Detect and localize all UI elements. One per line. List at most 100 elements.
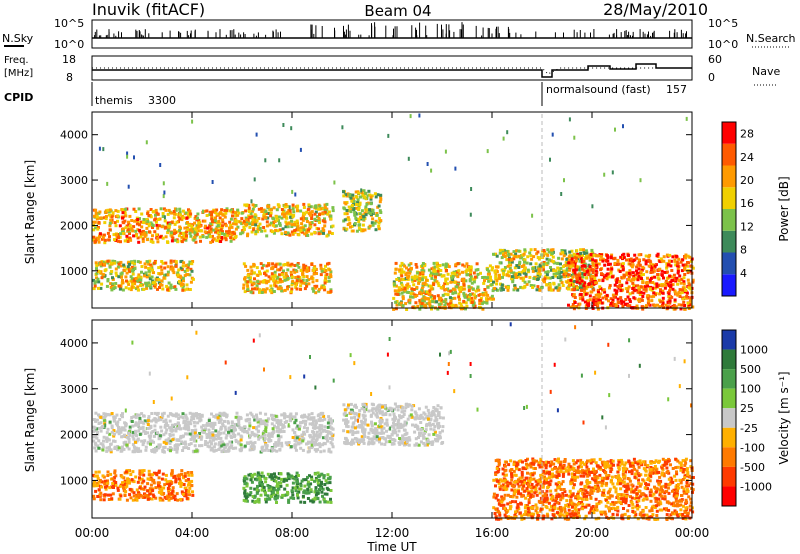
echo-cell: [425, 424, 428, 428]
echo-cell: [145, 260, 149, 264]
echo-cell: [148, 259, 152, 263]
echo-cell: [548, 283, 552, 286]
echo-cell: [291, 279, 295, 283]
echo-cell: [231, 425, 235, 429]
echo-cell: [443, 304, 447, 308]
echo-cell: [290, 262, 294, 266]
echo-cell: [184, 413, 188, 417]
echo-cell: [451, 278, 454, 282]
echo-cell: [574, 259, 578, 263]
echo-cell: [513, 266, 517, 270]
echo-cell: [518, 272, 522, 276]
echo-cell: [100, 237, 104, 241]
echo-cell: [631, 291, 635, 295]
echo-cell: [500, 256, 504, 260]
echo-cell: [592, 298, 596, 302]
echo-cell: [365, 202, 369, 206]
echo-cell: [99, 429, 103, 433]
echo-cell: [214, 448, 218, 452]
echo-cell: [432, 282, 436, 286]
echo-cell: [670, 269, 674, 272]
echo-cell: [485, 298, 489, 302]
echo-cell: [124, 422, 128, 426]
echo-cell: [398, 442, 402, 446]
echo-cell: [368, 437, 372, 441]
echo-cell: [351, 193, 355, 197]
echo-cell: [606, 263, 610, 266]
echo-cell: [634, 273, 637, 277]
echo-cell: [533, 266, 537, 270]
echo-cell: [567, 284, 571, 287]
echo-cell: [188, 260, 192, 264]
echo-cell: [395, 303, 399, 307]
echo-cell: [292, 210, 296, 214]
echo-cell: [277, 430, 281, 434]
echo-cell: [682, 300, 686, 304]
echo-cell: [185, 216, 189, 220]
echo-cell: [267, 438, 271, 442]
echo-cell: [639, 270, 643, 274]
echo-cell: [288, 419, 292, 423]
echo-cell: [362, 189, 366, 193]
echo-cell: [246, 274, 250, 278]
echo-cell: [665, 266, 669, 270]
echo-cell: [265, 281, 269, 285]
echo-cell: [250, 215, 254, 219]
echo-cell: [684, 253, 688, 257]
echo-cell: [628, 292, 632, 296]
echo-cell: [423, 430, 427, 434]
echo-cell: [137, 413, 141, 417]
echo-cell: [182, 446, 186, 450]
echo-cell: [107, 445, 111, 449]
echo-cell: [357, 223, 361, 227]
echo-cell: [454, 166, 457, 171]
echo-cell: [302, 228, 306, 232]
echo-cell: [301, 439, 305, 443]
echo-cell: [181, 231, 185, 235]
echo-cell: [248, 421, 252, 425]
echo-cell: [370, 420, 373, 424]
echo-cell: [265, 287, 269, 291]
echo-cell: [273, 283, 276, 287]
echo-cell: [159, 207, 163, 211]
echo-cell: [117, 262, 121, 266]
echo-cell: [240, 211, 244, 215]
echo-cell: [626, 290, 630, 294]
echo-cell: [204, 428, 207, 431]
echo-cell: [134, 210, 138, 213]
echo-cell: [279, 286, 283, 290]
echo-cell: [188, 432, 192, 436]
echo-cell: [160, 268, 164, 272]
echo-cell: [649, 276, 653, 280]
echo-cell: [252, 426, 256, 430]
echo-cell: [533, 248, 537, 252]
echo-cell: [210, 210, 214, 214]
echo-cell: [248, 216, 252, 219]
echo-cell: [568, 250, 572, 254]
echo-cell: [620, 301, 624, 305]
echo-cell: [354, 216, 358, 220]
echo-cell: [669, 305, 672, 309]
echo-cell: [207, 225, 211, 229]
echo-cell: [331, 209, 335, 213]
echo-cell: [130, 280, 134, 284]
echo-cell: [306, 416, 310, 419]
echo-cell: [606, 259, 610, 263]
echo-cell: [554, 286, 558, 290]
echo-cell: [222, 443, 226, 447]
echo-cell: [264, 412, 268, 416]
echo-cell: [398, 268, 402, 272]
echo-cell: [249, 445, 253, 449]
echo-cell: [349, 196, 353, 200]
echo-cell: [192, 238, 196, 242]
beam-title: Beam 04: [364, 2, 431, 20]
echo-cell: [421, 264, 425, 268]
echo-cell: [267, 212, 271, 215]
echo-cell: [260, 291, 264, 294]
echo-cell: [310, 276, 313, 280]
echo-cell: [343, 218, 347, 222]
echo-cell: [392, 296, 396, 300]
echo-cell: [432, 413, 436, 417]
echo-cell: [346, 406, 350, 410]
echo-cell: [499, 282, 502, 286]
